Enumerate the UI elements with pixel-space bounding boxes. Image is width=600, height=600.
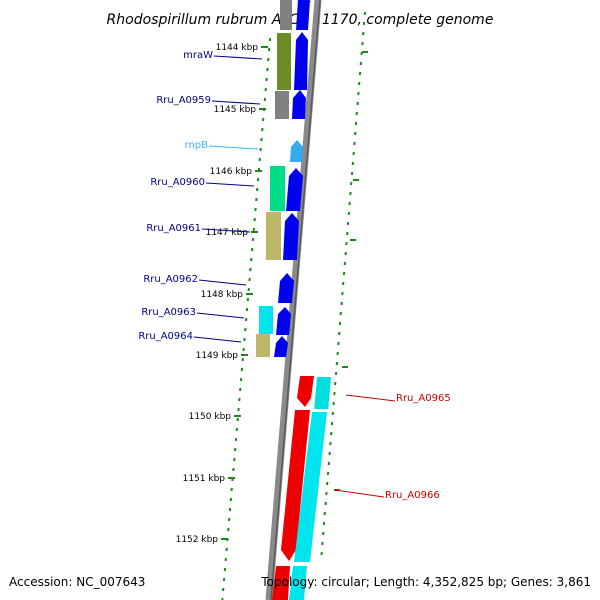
gene-arrow-rru-a0964[interactable] (274, 336, 288, 357)
gene-block-rru-a0966[interactable] (294, 412, 327, 562)
gene-label[interactable]: Rru_A0960 (150, 177, 205, 188)
gene-label[interactable]: Rru_A0959 (156, 95, 211, 106)
gene-label[interactable]: Rru_A0962 (143, 274, 198, 285)
kbp-label: 1149 kbp (196, 351, 239, 361)
gene-arrow-rru-a0966[interactable] (281, 410, 310, 561)
kbp-label: 1146 kbp (210, 167, 253, 177)
kbp-label: 1150 kbp (189, 412, 232, 422)
gene-arrow-rru-a0963[interactable] (276, 307, 291, 335)
gene-block-mraw[interactable] (277, 33, 291, 90)
gene-arrow-rru-a0960[interactable] (286, 168, 303, 211)
gene-arrow-rru-a0961[interactable] (283, 213, 299, 260)
kbp-label: 1144 kbp (216, 43, 259, 53)
genome-backbone (265, 0, 322, 600)
feature-blocks (256, 0, 332, 600)
gene-block-rru-a0960[interactable] (270, 166, 285, 211)
kbp-label: 1151 kbp (183, 474, 226, 484)
gene-arrow-rru-a0959[interactable] (292, 90, 306, 119)
topology-label: Topology: circular; Length: 4,352,825 bp… (260, 575, 591, 589)
gene-label[interactable]: rnpB (185, 140, 209, 151)
gene-arrow-rnpb[interactable] (290, 140, 303, 162)
gene-block-rru-a0964[interactable] (256, 334, 270, 357)
gene-label[interactable]: Rru_A0963 (141, 307, 196, 318)
gene-arrow-rru-a0962[interactable] (278, 273, 294, 303)
gene-arrow-mraw[interactable] (294, 32, 308, 90)
gene-label[interactable]: Rru_A0961 (146, 223, 201, 234)
gene-label[interactable]: Rru_A0966 (385, 490, 440, 501)
gene-label[interactable]: Rru_A0965 (396, 393, 451, 404)
gene-block-rru-a0961[interactable] (266, 212, 281, 260)
gene-labels: mraW Rru_A0959 rnpB Rru_A0960 Rru_A0961 Rru_A… (138, 50, 450, 501)
gene-block-rru-a0965[interactable] (314, 377, 332, 409)
kbp-label: 1148 kbp (201, 290, 244, 300)
kbp-label: 1145 kbp (214, 105, 257, 115)
kbp-label: 1152 kbp (176, 535, 219, 545)
tick-rulers (221, 11, 368, 600)
kbp-label: 1147 kbp (206, 228, 249, 238)
gene-block-rru-a0963[interactable] (259, 306, 273, 334)
kbp-scale: 1144 kbp 1145 kbp 1146 kbp 1147 kbp 1148 kbp… (176, 43, 268, 545)
gene-arrow-rru-a0965[interactable] (297, 376, 314, 407)
gene-block-rru-a0959[interactable] (275, 91, 289, 119)
gene-label[interactable]: Rru_A0964 (138, 331, 193, 342)
accession-label: Accession: NC_007643 (9, 575, 145, 589)
gene-label[interactable]: mraW (183, 50, 213, 61)
